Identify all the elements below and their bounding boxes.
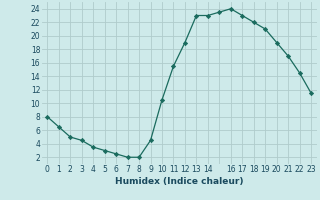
X-axis label: Humidex (Indice chaleur): Humidex (Indice chaleur): [115, 177, 244, 186]
